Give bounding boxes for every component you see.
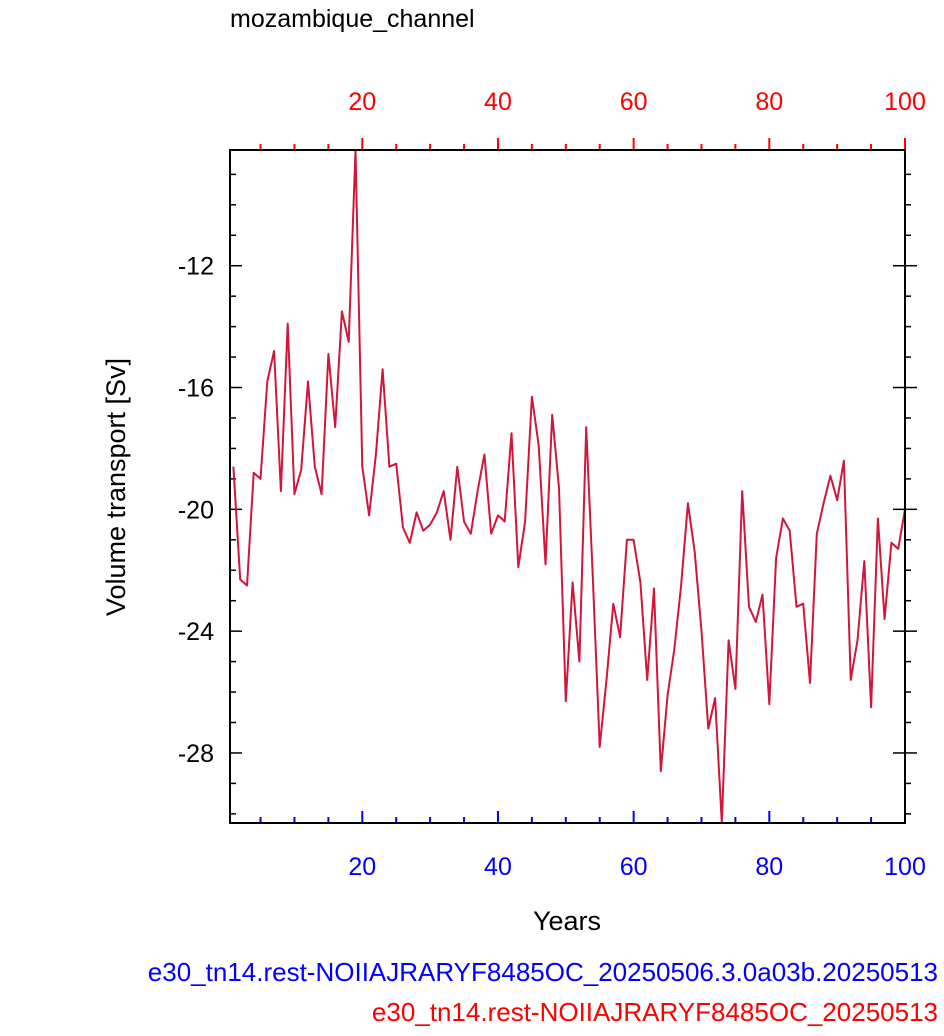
- x-tick-label-bottom: 20: [348, 853, 376, 881]
- y-axis-label: Volume transport [Sv]: [101, 358, 131, 616]
- y-tick-label: -20: [178, 496, 214, 524]
- x-tick-label-top: 40: [484, 88, 512, 116]
- x-tick-label-bottom: 40: [484, 853, 512, 881]
- y-tick-label: -12: [178, 253, 214, 281]
- series-line: [232, 149, 906, 824]
- legend-label-2: e30_tn14.rest-NOIIAJRARYF8485OC_20250513: [372, 997, 938, 1027]
- axis-ticks: [230, 138, 917, 823]
- tick-labels: 20 40 60 80 100 20 40 60 80 100 -12 -16 -20 -24 -28: [178, 88, 926, 881]
- x-tick-label-bottom: 80: [755, 853, 783, 881]
- x-tick-label-bottom: 60: [620, 853, 648, 881]
- chart-title: mozambique_channel: [230, 5, 475, 33]
- x-axis-label: Years: [533, 906, 601, 936]
- x-tick-label-bottom: 100: [884, 853, 926, 881]
- data-series: [232, 149, 906, 824]
- y-tick-label: -16: [178, 375, 214, 403]
- x-tick-label-top: 100: [884, 88, 926, 116]
- y-tick-label: -28: [178, 740, 214, 768]
- x-tick-label-top: 20: [348, 88, 376, 116]
- x-tick-label-top: 60: [620, 88, 648, 116]
- legend-label-1: e30_tn14.rest-NOIIAJRARYF8485OC_20250506…: [148, 957, 938, 987]
- x-tick-label-top: 80: [755, 88, 783, 116]
- plot-frame: [229, 149, 906, 824]
- y-tick-label: -24: [178, 618, 214, 646]
